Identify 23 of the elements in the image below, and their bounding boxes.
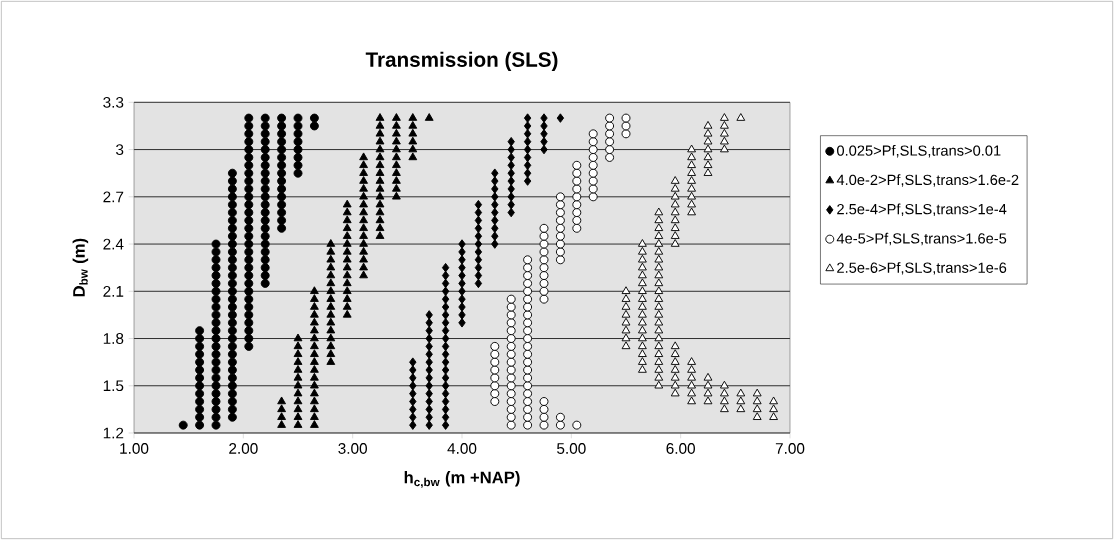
y-tick-label: 2.7	[103, 191, 124, 203]
x-tick-label: 1.00	[120, 443, 149, 454]
y-tick-label: 1.2	[103, 427, 124, 439]
x-tick-label: 7.00	[775, 443, 805, 454]
legend-label: 2.5e-6>Pf,SLS,trans>1e-6	[837, 262, 1007, 275]
x-tick-label: 4.00	[447, 443, 477, 454]
y-tick-label: 1.5	[103, 380, 124, 392]
y-tick-label: 3.3	[103, 96, 124, 108]
y-axis-title: D$_{bw}$ (m)	[72, 238, 89, 297]
y-tick-label: 2.1	[103, 285, 124, 297]
x-tick-label: 3.00	[338, 443, 367, 454]
y-tick-label: 2.4	[103, 238, 124, 250]
x-tick-label: 2.00	[229, 443, 258, 454]
legend-label: 0.025>Pf,SLS,trans>0.01	[837, 145, 1001, 158]
legend-label: 4e-5>Pf,SLS,trans>1.6e-5	[836, 232, 1007, 246]
x-tick-label: 5.00	[557, 443, 586, 454]
legend-label: 4.0e-2>Pf,SLS,trans>1.6e-2	[836, 174, 1019, 187]
chart-title: Transmission (SLS)	[365, 51, 558, 71]
legend-label: 2.5e-4>Pf,SLS,trans>1e-4	[837, 203, 1007, 217]
x-axis-title: h$_{c,bw}$ (m +NAP)	[404, 471, 520, 488]
y-tick-label: 3	[116, 144, 124, 155]
y-tick-label: 1.8	[103, 333, 124, 344]
x-tick-label: 6.00	[666, 443, 695, 454]
